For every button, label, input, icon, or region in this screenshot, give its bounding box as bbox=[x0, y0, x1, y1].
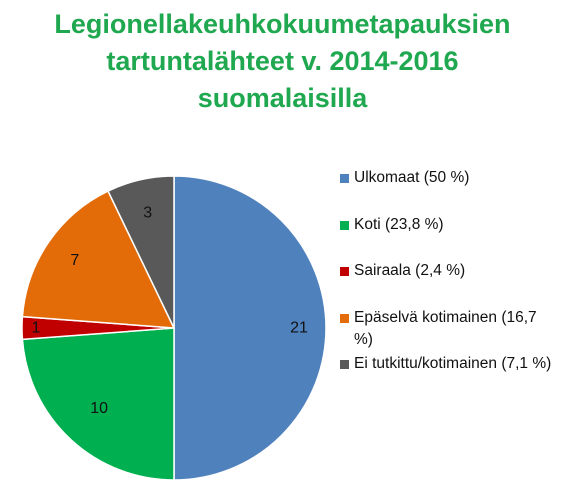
legend-item-sairaala: Sairaala (2,4 %) bbox=[340, 260, 555, 282]
legend-label-ulkomaat: Ulkomaat (50 %) bbox=[354, 169, 470, 186]
data-label-ulkomaat: 21 bbox=[290, 320, 308, 337]
data-label-sairaala: 1 bbox=[32, 320, 41, 337]
legend-swatch-ulkomaat bbox=[340, 174, 349, 183]
data-label-koti: 10 bbox=[90, 400, 108, 417]
legend-item-koti: Koti (23,8 %) bbox=[340, 214, 555, 236]
legend-label-ei-tutkittu-kotimainen: Ei tutkittu/kotimainen (7,1 %) bbox=[354, 355, 552, 372]
pie-slice-ei-tutkittu-kotimainen bbox=[107, 175, 175, 329]
legend-swatch-sairaala bbox=[340, 267, 349, 276]
pie-slice-koti bbox=[21, 327, 175, 481]
legend-label-epaselva-kotimainen: Epäselvä kotimainen (16,7 %) bbox=[354, 309, 537, 348]
legend-item-epaselva-kotimainen: Epäselvä kotimainen (16,7 %) bbox=[340, 307, 555, 351]
chart-title: Legionellakeuhkokuumetapauksien tartunta… bbox=[0, 6, 565, 117]
legend-label-koti: Koti (23,8 %) bbox=[354, 216, 444, 233]
legend-swatch-epaselva-kotimainen bbox=[340, 314, 349, 323]
legend-swatch-koti bbox=[340, 221, 349, 230]
data-label-epaselva-kotimainen: 7 bbox=[70, 252, 79, 269]
chart-title-line-3: suomalaisilla bbox=[197, 83, 368, 113]
chart-title-line-2: tartuntalähteet v. 2014-2016 bbox=[106, 46, 459, 76]
legend-swatch-ei-tutkittu-kotimainen bbox=[340, 360, 349, 369]
data-label-ei-tutkittu-kotimainen: 3 bbox=[143, 204, 152, 221]
legend-item-ei-tutkittu-kotimainen: Ei tutkittu/kotimainen (7,1 %) bbox=[340, 353, 555, 375]
pie-slice-ulkomaat bbox=[173, 175, 327, 481]
chart-title-line-1: Legionellakeuhkokuumetapauksien bbox=[54, 9, 511, 39]
pie-slice-epaselva-kotimainen bbox=[21, 190, 176, 329]
legend-label-sairaala: Sairaala (2,4 %) bbox=[354, 262, 466, 279]
legend-item-ulkomaat: Ulkomaat (50 %) bbox=[340, 167, 555, 189]
